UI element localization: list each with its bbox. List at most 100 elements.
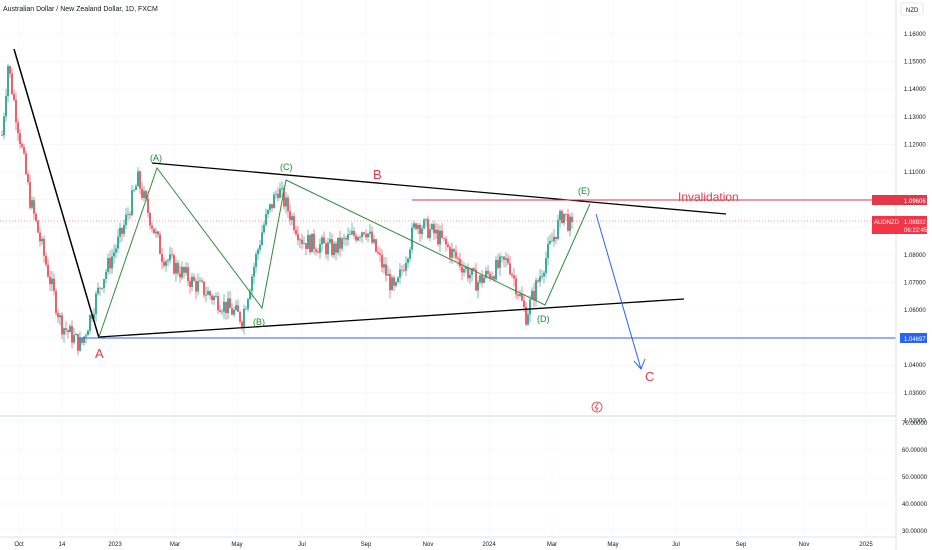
lightning-icon[interactable] xyxy=(591,401,603,413)
candle xyxy=(459,252,461,271)
candle xyxy=(457,256,459,266)
time-tick-label: Nov xyxy=(799,542,810,548)
time-tick-label: Oct xyxy=(14,542,24,548)
label-wave-c: (C) xyxy=(280,162,293,172)
candle xyxy=(201,277,203,284)
candle xyxy=(213,294,215,305)
candle xyxy=(39,226,41,247)
price-axis[interactable]: 1.16000 1.15000 1.14000 1.13000 1.12000 1.110… xyxy=(872,0,932,550)
candle xyxy=(135,183,137,191)
candle xyxy=(513,267,515,287)
candle xyxy=(7,63,9,103)
candle xyxy=(171,247,173,259)
time-tick-label: Sep xyxy=(736,542,747,548)
currency-badge[interactable] xyxy=(900,2,924,16)
candle xyxy=(417,222,419,234)
candle xyxy=(517,293,519,300)
candle xyxy=(539,269,541,287)
support-price-label: 1.04697 xyxy=(904,337,926,343)
candle xyxy=(365,229,367,240)
candle xyxy=(399,262,401,285)
candle xyxy=(3,112,5,140)
candle xyxy=(469,266,471,285)
candle xyxy=(235,300,237,312)
candle xyxy=(5,88,7,122)
candle xyxy=(165,259,167,272)
candle xyxy=(207,286,209,296)
time-tick-label: Jul xyxy=(298,542,306,548)
candle xyxy=(125,208,127,230)
candle xyxy=(41,236,43,245)
oscillator-tick-label: 40.00000 xyxy=(902,502,928,508)
candle xyxy=(309,233,311,255)
candle xyxy=(325,240,327,259)
time-tick-label: 2024 xyxy=(482,542,496,548)
symbol-title: Australian Dollar / New Zealand Dollar, … xyxy=(3,6,158,13)
candle xyxy=(241,319,243,331)
candle xyxy=(463,262,465,277)
candle xyxy=(489,271,491,282)
oscillator-tick-label: 60.00000 xyxy=(902,448,928,454)
candle xyxy=(351,222,353,236)
current-price-label: 1.08832 xyxy=(904,220,926,226)
wave-abcde-line xyxy=(98,166,591,338)
candle xyxy=(373,234,375,245)
candle xyxy=(307,229,309,249)
candle xyxy=(31,196,33,210)
candle xyxy=(481,270,483,288)
label-wave-b: (B) xyxy=(253,317,265,327)
label-b: B xyxy=(373,167,382,182)
candle xyxy=(559,209,561,228)
price-tick-label: 1.11000 xyxy=(904,170,926,176)
candle xyxy=(29,174,31,210)
candle xyxy=(419,223,421,242)
candle xyxy=(535,277,537,307)
candle xyxy=(25,150,27,176)
candle xyxy=(127,206,129,221)
candle xyxy=(203,281,205,299)
candle xyxy=(239,310,241,325)
projection-arrow-head xyxy=(633,358,646,370)
current-symbol-label: AUDNZD xyxy=(874,220,900,226)
candle xyxy=(77,333,79,356)
candle xyxy=(421,225,423,240)
time-tick-label: 2023 xyxy=(108,542,122,548)
candle xyxy=(179,265,181,283)
candle xyxy=(249,288,251,300)
time-tick-label: Sep xyxy=(361,542,372,548)
candle xyxy=(359,234,361,242)
candle xyxy=(173,253,175,275)
candle xyxy=(409,246,411,263)
candle xyxy=(287,194,289,218)
candle xyxy=(411,223,413,254)
candle xyxy=(369,223,371,237)
price-tick-label: 1.16000 xyxy=(904,32,926,38)
candle xyxy=(515,275,517,299)
candle xyxy=(155,227,157,238)
candle xyxy=(541,269,543,280)
candle xyxy=(161,247,163,270)
candle xyxy=(525,301,527,326)
candle xyxy=(453,247,455,259)
candle xyxy=(303,236,305,245)
candle xyxy=(279,182,281,199)
currency-label: NZD xyxy=(906,8,919,14)
candle xyxy=(367,232,369,243)
candle xyxy=(59,313,61,326)
candle xyxy=(329,231,331,245)
candle xyxy=(323,231,325,244)
price-tick-label: 1.03000 xyxy=(904,391,926,397)
candle xyxy=(477,279,479,299)
candle xyxy=(339,230,341,257)
candle xyxy=(397,276,399,283)
candle xyxy=(479,274,481,285)
candle xyxy=(43,235,45,263)
time-tick-label: 2025 xyxy=(859,542,873,548)
candle xyxy=(543,270,545,284)
candle xyxy=(265,208,267,227)
candle xyxy=(289,204,291,225)
time-axis[interactable]: Oct 14 2023 Mar May Jul Sep Nov 2024 Mar May Jul Sep… xyxy=(0,536,896,548)
candle xyxy=(281,181,283,197)
price-tick-label: 1.15000 xyxy=(904,60,926,66)
